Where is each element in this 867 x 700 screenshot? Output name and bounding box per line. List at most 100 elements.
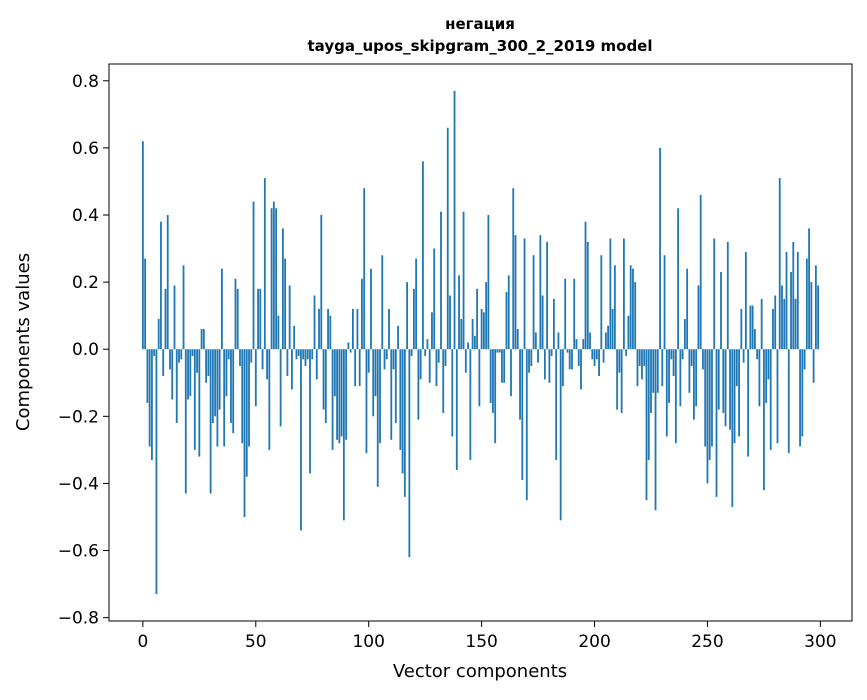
bar [555, 349, 558, 460]
bar [153, 349, 156, 356]
bar [690, 349, 693, 366]
bar [598, 349, 600, 377]
bar [275, 208, 278, 350]
bar [492, 349, 494, 413]
bar [144, 258, 147, 350]
bar [620, 349, 623, 413]
bar [681, 349, 684, 360]
bar [604, 332, 607, 350]
bar [241, 349, 244, 444]
bar [417, 349, 420, 420]
bar [284, 258, 287, 350]
chart-title: негация [445, 15, 515, 33]
bar [473, 335, 476, 350]
bar [175, 349, 178, 424]
bar [361, 278, 363, 350]
bar [589, 332, 591, 350]
bar [403, 349, 406, 497]
bar [248, 349, 250, 447]
bar [557, 332, 560, 350]
bar [546, 241, 549, 350]
bar [733, 349, 736, 444]
bar [342, 349, 345, 521]
bar [272, 201, 275, 350]
bar [731, 349, 734, 507]
x-tick-label: 300 [804, 632, 836, 652]
bar [512, 188, 515, 350]
bar [198, 349, 201, 457]
bar [584, 221, 587, 350]
bar [747, 349, 750, 457]
bar [480, 308, 483, 350]
bar [510, 349, 512, 397]
bar [623, 238, 625, 350]
bar [464, 349, 467, 373]
bar [225, 349, 228, 397]
bar [550, 349, 553, 356]
bar [263, 178, 266, 350]
bar [724, 349, 727, 427]
y-tick-label: −0.6 [58, 542, 99, 562]
bar [309, 349, 311, 474]
bar [180, 349, 183, 360]
bar [223, 349, 226, 447]
bar [320, 214, 323, 350]
bar [751, 305, 754, 350]
bar [354, 349, 357, 387]
bar [613, 265, 616, 350]
bar [243, 349, 246, 517]
bar [374, 349, 377, 397]
bar [471, 319, 474, 350]
bar [778, 178, 781, 350]
bar [406, 282, 409, 350]
bar [767, 349, 770, 380]
bar [444, 349, 447, 366]
bar [383, 349, 386, 370]
bar [250, 349, 253, 363]
bar [331, 349, 334, 450]
bar [412, 288, 415, 350]
bar [171, 349, 174, 400]
bar [722, 349, 725, 413]
bar [189, 349, 192, 397]
bar [634, 282, 637, 350]
bar [202, 329, 205, 350]
bar [422, 161, 424, 350]
bar [618, 349, 621, 373]
bar [645, 349, 648, 501]
bar [388, 308, 390, 350]
bar [758, 349, 761, 407]
bar [532, 255, 535, 350]
bars-group [141, 90, 820, 595]
bar [390, 349, 393, 440]
bar [313, 295, 316, 350]
bar [738, 349, 740, 437]
bar [148, 349, 151, 447]
bar [521, 349, 524, 481]
bar [668, 349, 670, 403]
bar [650, 349, 652, 413]
bar [647, 349, 650, 460]
y-axis: 0.8 0.6 0.4 0.2 0.0 −0.2 −0.4 −0.6 −0.8 [58, 72, 109, 629]
bar [611, 308, 614, 350]
bar [638, 349, 641, 366]
bar [281, 228, 284, 350]
bar [381, 255, 384, 350]
bar [485, 282, 488, 350]
bar [609, 238, 612, 350]
bar [297, 349, 300, 356]
bar [419, 349, 422, 380]
bar [665, 349, 668, 437]
bar [713, 238, 716, 350]
bar [616, 349, 619, 410]
bar [214, 349, 217, 417]
bar [449, 295, 451, 350]
bar [216, 349, 219, 447]
bar [744, 251, 747, 350]
bar [370, 268, 372, 350]
bar [146, 349, 149, 403]
bar [566, 349, 569, 353]
bar [385, 349, 388, 360]
bar [324, 349, 327, 424]
bar [674, 349, 677, 444]
